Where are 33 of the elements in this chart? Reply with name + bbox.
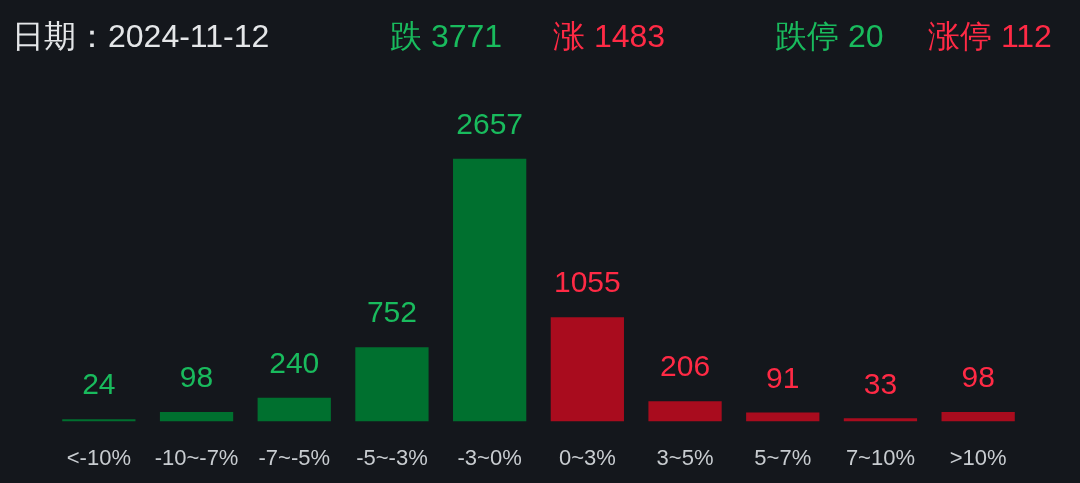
text: 跌停 20 xyxy=(775,17,884,56)
data-label: 2657 xyxy=(456,107,524,141)
x-tick-label: 3~5% xyxy=(656,444,714,470)
data-label: 206 xyxy=(660,349,711,383)
data-label: 98 xyxy=(961,360,995,394)
text: 跌 3771 xyxy=(390,17,503,56)
x-tick-label: >10% xyxy=(949,444,1007,470)
x-tick-label: -5~-3% xyxy=(356,444,428,470)
text: 涨 1483 xyxy=(553,17,666,56)
text: 涨停 112 xyxy=(928,17,1052,56)
data-label: 24 xyxy=(82,367,116,401)
x-tick-label: 5~7% xyxy=(754,444,812,470)
x-tick-label: -3~0% xyxy=(457,444,522,470)
bar xyxy=(453,158,527,422)
data-label: 98 xyxy=(179,360,214,394)
bar xyxy=(257,397,331,422)
x-tick-label: <-10% xyxy=(66,444,131,470)
bar xyxy=(941,411,1015,422)
bar xyxy=(355,347,429,422)
bar xyxy=(550,317,624,422)
data-label: 33 xyxy=(863,366,898,400)
x-tick-label: 7~10% xyxy=(845,444,916,470)
x-tick-label: 0~3% xyxy=(558,444,616,470)
data-label: 752 xyxy=(366,295,417,329)
bar xyxy=(159,411,234,422)
bar xyxy=(843,418,918,422)
x-tick-label: -7~-5% xyxy=(258,444,331,470)
data-label: 91 xyxy=(766,360,800,394)
x-tick-label: -10~-7% xyxy=(154,444,239,470)
chart-title: 日期：2024-11-12 xyxy=(12,17,270,56)
data-label: 240 xyxy=(269,346,320,380)
bar xyxy=(648,401,722,422)
data-label: 1055 xyxy=(553,265,621,299)
